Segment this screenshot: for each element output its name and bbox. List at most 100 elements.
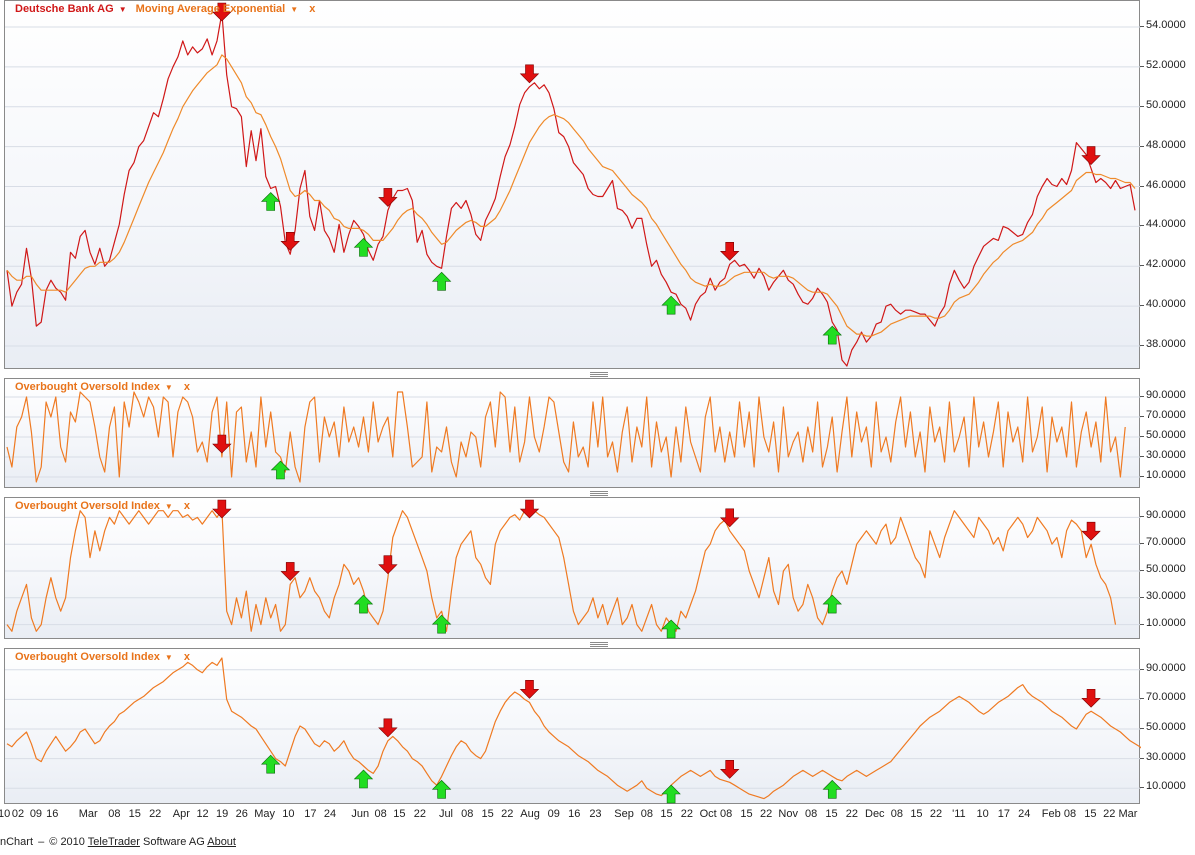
- panel-splitter-3[interactable]: [590, 642, 608, 647]
- oscillator-line: [6, 506, 1117, 632]
- x-tick-label: 22: [929, 808, 943, 820]
- footer: nChart – © 2010 TeleTrader Software AG A…: [0, 836, 236, 848]
- buy-signal-arrow: [822, 779, 842, 799]
- oscillator-3-y-axis: 90.0000 70.0000 50.0000 30.0000 10.0000: [1140, 648, 1195, 804]
- panel-splitter-1[interactable]: [590, 372, 608, 377]
- x-tick-label: 22: [845, 808, 859, 820]
- y-tick-label: 44.0000: [1146, 218, 1186, 231]
- sell-signal-arrow: [280, 232, 300, 251]
- oscillator-3-close-icon[interactable]: x: [183, 651, 191, 663]
- y-tick-label: 50.0000: [1146, 98, 1186, 111]
- y-tick-mark: [1140, 65, 1144, 67]
- buy-signal-arrow: [822, 594, 842, 614]
- y-tick-mark: [1140, 105, 1144, 107]
- y-tick-label: 10.0000: [1146, 780, 1186, 793]
- x-tick-label: 08: [1063, 808, 1077, 820]
- x-tick-label: 15: [481, 808, 494, 820]
- x-tick-label: Mar: [1118, 808, 1138, 820]
- y-tick-label: 42.0000: [1146, 258, 1186, 271]
- x-tick-label: Dec: [865, 808, 885, 820]
- y-tick-mark: [1140, 476, 1144, 477]
- x-tick-label: 15: [1084, 808, 1097, 820]
- buy-signal-arrow: [431, 271, 452, 291]
- x-tick-label: 09: [29, 808, 43, 820]
- y-tick-mark: [1140, 145, 1144, 147]
- y-tick-label: 30.0000: [1146, 750, 1186, 763]
- x-tick-label: 19: [216, 808, 229, 820]
- x-tick-label: Sep: [614, 808, 634, 820]
- buy-signal-arrow: [431, 614, 452, 634]
- chart-title[interactable]: Deutsche Bank AG: [15, 3, 114, 15]
- oscillator-1-title[interactable]: Overbought Oversold Index: [15, 381, 160, 393]
- x-tick-label: Oct: [699, 808, 717, 820]
- x-tick-label: 09: [547, 808, 560, 820]
- buy-signal-arrow: [431, 779, 452, 799]
- y-tick-label: 48.0000: [1146, 138, 1186, 151]
- x-tick-label: Feb: [1041, 808, 1061, 820]
- oscillator-2-dropdown-icon[interactable]: ▼: [164, 502, 173, 511]
- x-tick-label: 15: [825, 808, 838, 820]
- x-tick-label: Aug: [520, 808, 540, 820]
- oscillator-3-title[interactable]: Overbought Oversold Index: [15, 651, 160, 663]
- oscillator-2-y-axis: 90.0000 70.0000 50.0000 30.0000 10.0000: [1140, 497, 1195, 639]
- x-tick-label: 02: [11, 808, 25, 820]
- oscillator-2-close-icon[interactable]: x: [183, 500, 191, 512]
- panel-splitter-2[interactable]: [590, 491, 608, 496]
- sell-signal-arrow: [519, 680, 540, 699]
- y-tick-mark: [1140, 516, 1144, 518]
- y-tick-mark: [1140, 345, 1144, 347]
- y-tick-mark: [1140, 305, 1144, 307]
- price-panel: Deutsche Bank AG ▼ Moving Average Expone…: [4, 0, 1141, 369]
- price-plot: [5, 2, 1141, 367]
- x-tick-label: 22: [149, 808, 162, 820]
- oscillator-1-close-icon[interactable]: x: [183, 381, 191, 393]
- chart-title-dropdown-icon[interactable]: ▼: [118, 5, 127, 14]
- buy-signal-arrow: [661, 619, 681, 639]
- teletrader-link[interactable]: TeleTrader: [87, 836, 140, 848]
- indicator-title[interactable]: Moving Average Exponential: [135, 3, 286, 15]
- y-tick-label: 90.0000: [1146, 509, 1186, 522]
- sell-signal-arrow: [212, 434, 232, 454]
- x-tick-label: Jul: [438, 808, 453, 820]
- oscillator-plot-2: [5, 499, 1141, 639]
- oscillator-panel-2-title: Overbought Oversold Index ▼ x: [15, 500, 190, 512]
- y-tick-mark: [1140, 728, 1144, 729]
- x-tick-label: 08: [890, 808, 903, 820]
- x-tick-label: 26: [235, 808, 248, 820]
- y-tick-mark: [1140, 570, 1144, 571]
- x-tick-label: 16: [46, 808, 59, 820]
- y-tick-label: 90.0000: [1146, 389, 1186, 401]
- x-tick-label: 08: [640, 808, 654, 820]
- x-tick-label: May: [254, 808, 276, 820]
- y-tick-label: 50.0000: [1146, 721, 1186, 733]
- y-tick-mark: [1140, 185, 1144, 187]
- oscillator-panel-1-title: Overbought Oversold Index ▼ x: [15, 381, 190, 393]
- x-tick-label: 08: [461, 808, 474, 820]
- y-tick-mark: [1140, 698, 1144, 700]
- y-tick-label: 30.0000: [1146, 449, 1186, 461]
- oscillator-1-dropdown-icon[interactable]: ▼: [164, 383, 173, 392]
- x-tick-label: 22: [680, 808, 694, 820]
- oscillator-1-y-axis: 90.0000 70.0000 50.0000 30.0000 10.0000: [1140, 378, 1195, 488]
- ema-line: [6, 54, 1136, 337]
- y-tick-label: 10.0000: [1146, 469, 1186, 481]
- footer-company-rest: Software AG: [143, 836, 205, 848]
- buy-signal-arrow: [353, 237, 374, 257]
- x-tick-label: Mar: [78, 808, 98, 820]
- buy-signal-arrow: [353, 594, 374, 614]
- x-tick-label: 22: [1103, 808, 1116, 820]
- indicator-dropdown-icon[interactable]: ▼: [290, 5, 299, 14]
- y-tick-label: 70.0000: [1146, 691, 1186, 704]
- y-tick-label: 70.0000: [1146, 536, 1186, 549]
- oscillator-3-dropdown-icon[interactable]: ▼: [164, 653, 173, 662]
- x-tick-label: 15: [660, 808, 673, 820]
- about-link[interactable]: About: [207, 836, 236, 848]
- sell-signal-arrow: [719, 759, 740, 779]
- y-tick-label: 70.0000: [1146, 409, 1186, 421]
- oscillator-2-title[interactable]: Overbought Oversold Index: [15, 500, 160, 512]
- oscillator-line: [6, 657, 1141, 800]
- price-y-axis: 54.0000 52.0000 50.0000 48.0000 46.0000 44.00…: [1140, 0, 1195, 369]
- y-tick-mark: [1140, 757, 1144, 759]
- y-tick-mark: [1140, 25, 1144, 27]
- indicator-close-icon[interactable]: x: [309, 3, 316, 15]
